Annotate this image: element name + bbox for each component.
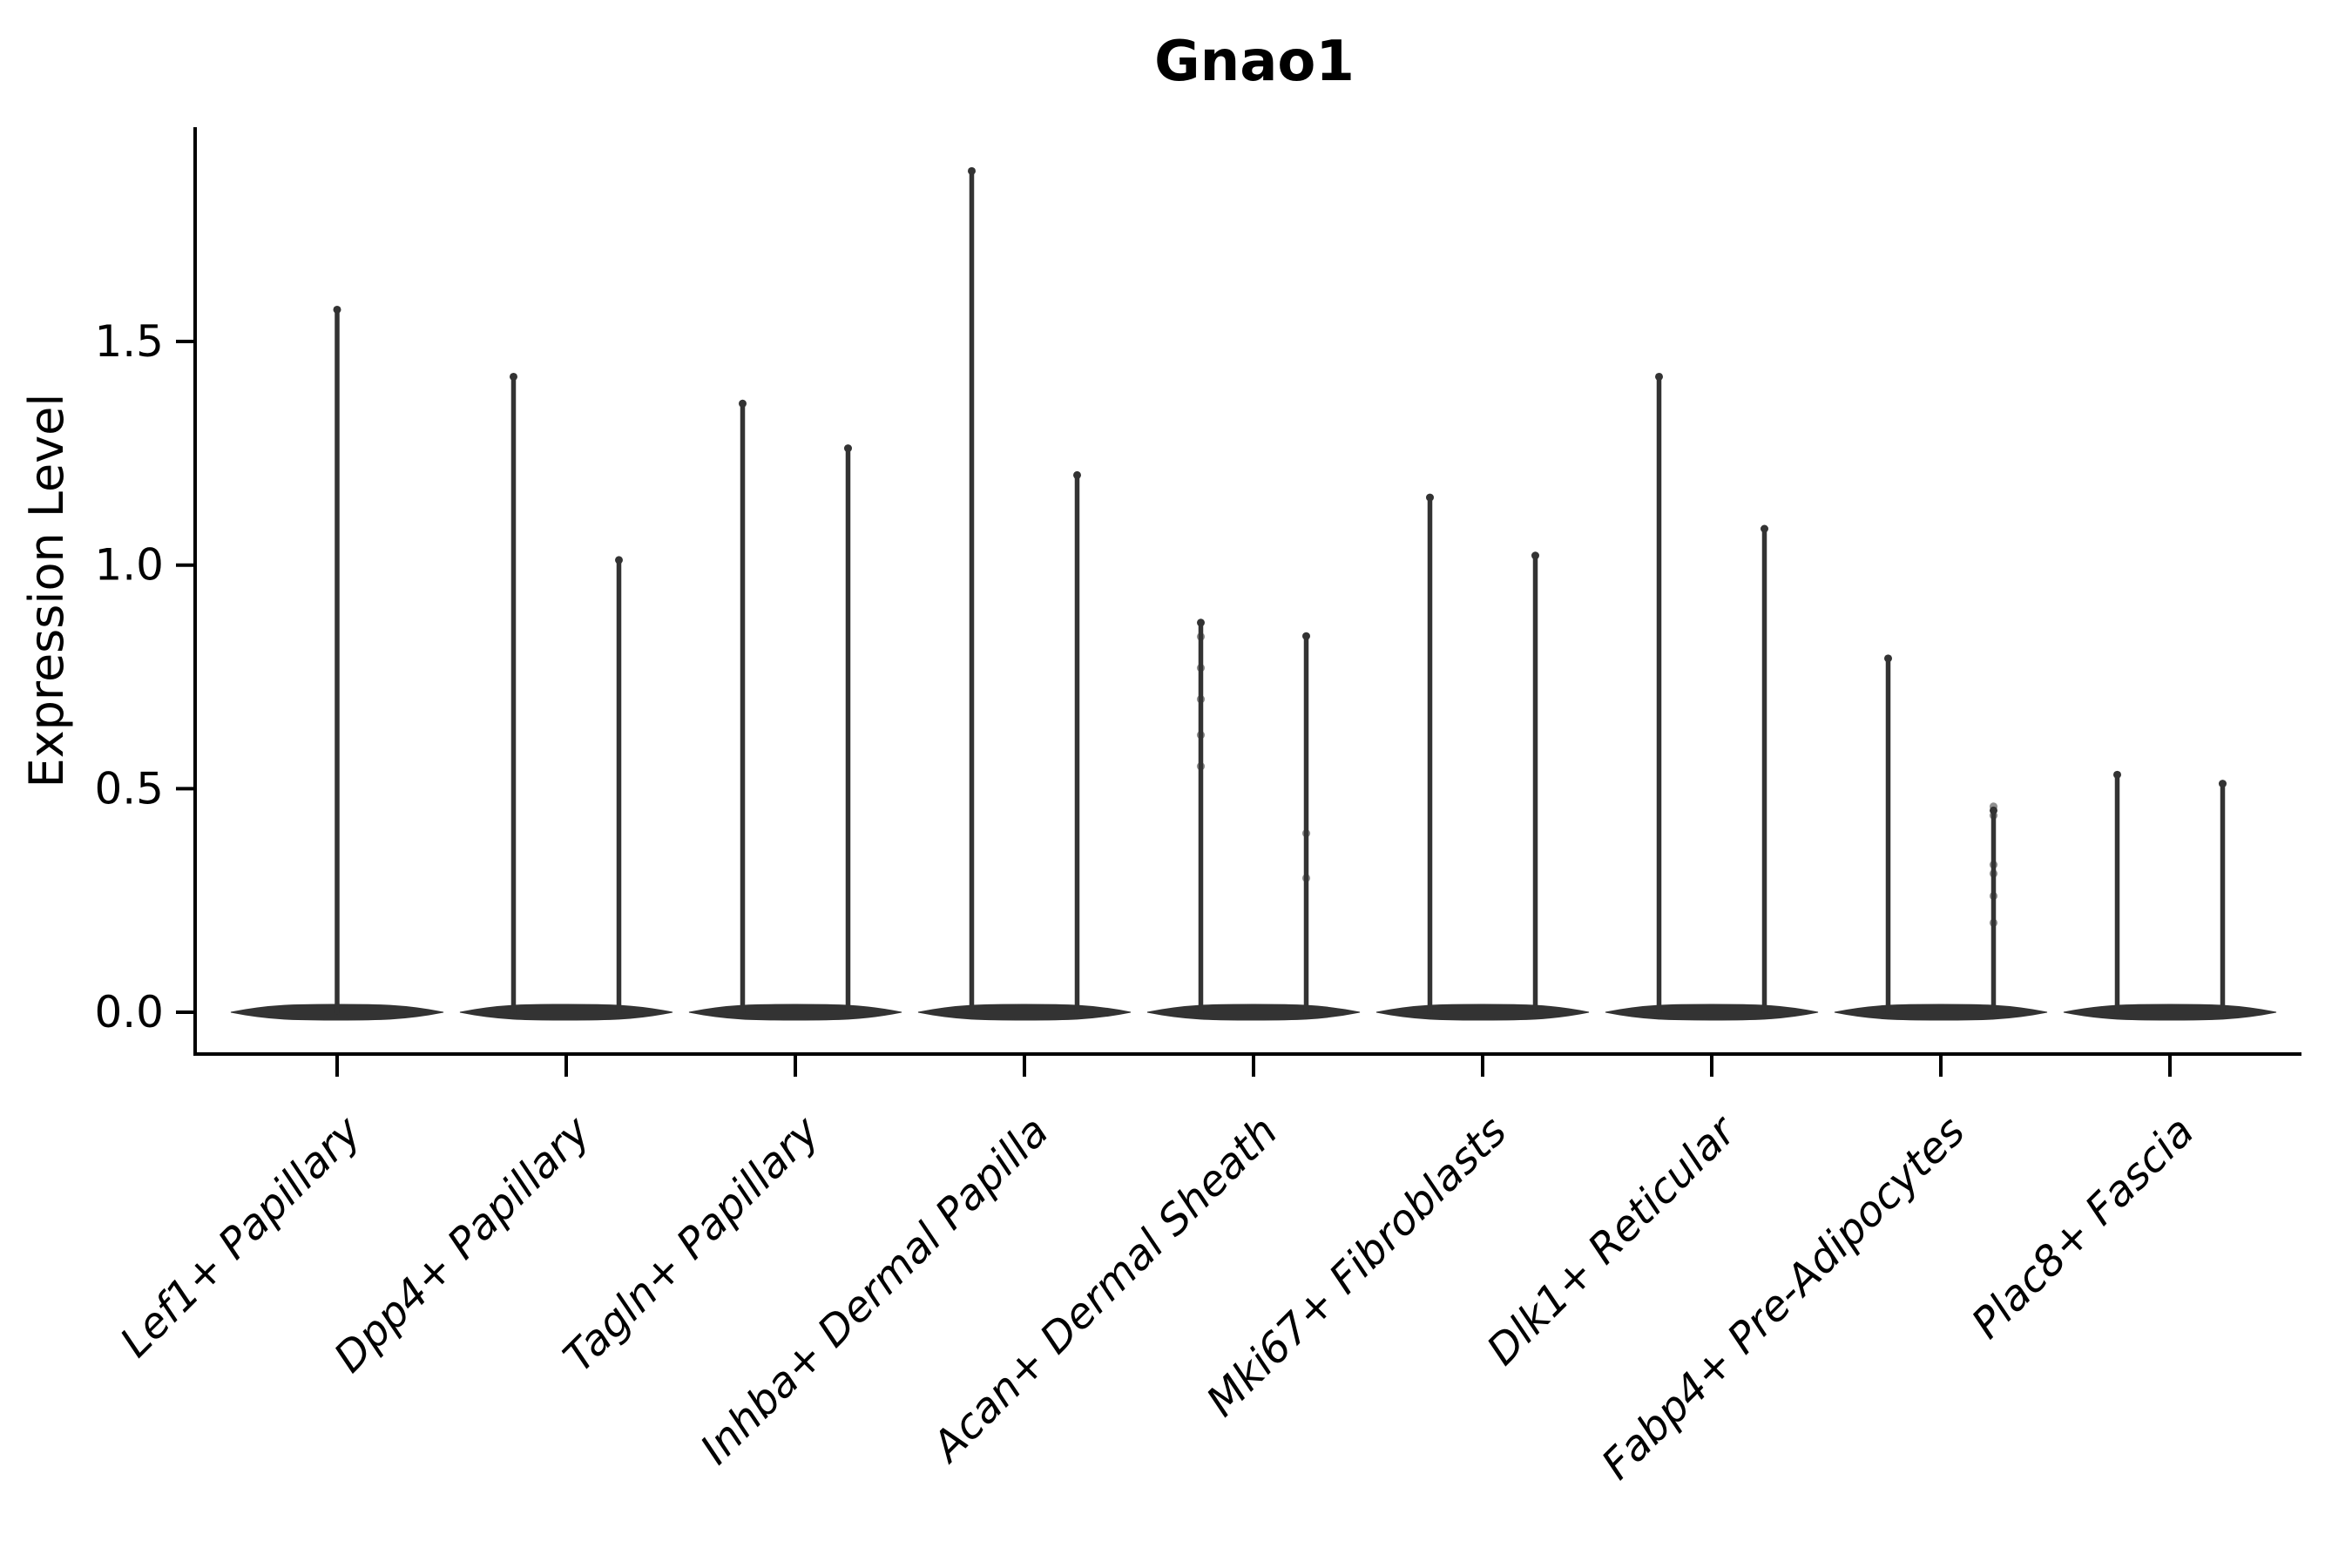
violin-spike-cap bbox=[2113, 770, 2121, 779]
x-tick-label: Plac8+ Fascia bbox=[1963, 1107, 2204, 1348]
violin-category bbox=[1605, 372, 1819, 1021]
jitter-dot bbox=[1196, 632, 1206, 641]
violin-spike-cap bbox=[1197, 618, 1205, 627]
y-tick-label: 1.5 bbox=[94, 316, 164, 367]
jitter-dot bbox=[1989, 811, 1998, 820]
violin-base bbox=[459, 1004, 673, 1021]
y-tick-label: 0.5 bbox=[94, 763, 164, 814]
violin-category bbox=[1834, 654, 2048, 1021]
x-tick-label: Dpp4+ Papillary bbox=[325, 1106, 600, 1382]
jitter-dot bbox=[1301, 874, 1311, 882]
jitter-dot bbox=[1989, 918, 1998, 927]
violin-category bbox=[688, 399, 902, 1021]
chart-title: Gnao1 bbox=[1154, 30, 1355, 94]
violin-spike-cap bbox=[1531, 551, 1539, 560]
jitter-dot bbox=[1196, 762, 1206, 771]
violin-category bbox=[230, 305, 444, 1021]
violin-category bbox=[459, 372, 673, 1021]
violin-base bbox=[1834, 1004, 2048, 1021]
violin-spike-cap bbox=[739, 399, 747, 408]
violin-base bbox=[2063, 1004, 2277, 1021]
y-axis-label: Expression Level bbox=[19, 394, 74, 788]
violin-base bbox=[1605, 1004, 1819, 1021]
y-tick-labels: 0.0 0.5 1.0 1.5 bbox=[94, 316, 195, 1037]
jitter-dot bbox=[1989, 891, 1998, 901]
jitter-dot bbox=[1989, 861, 1998, 869]
jitter-dot bbox=[1989, 802, 1998, 811]
jitter-dot bbox=[1196, 664, 1206, 672]
violin-category bbox=[2063, 770, 2277, 1021]
y-tick-label: 1.0 bbox=[94, 540, 164, 591]
violins bbox=[230, 166, 2277, 1021]
violin-spike-cap bbox=[333, 305, 341, 314]
violin-base bbox=[1375, 1004, 1590, 1021]
violin-spike-cap bbox=[1761, 524, 1768, 533]
violin-spike-cap bbox=[1302, 632, 1310, 640]
jitter-dot bbox=[1989, 869, 1998, 878]
violin-spike-cap bbox=[615, 556, 623, 564]
violin-base bbox=[1146, 1004, 1361, 1021]
x-tick-label: Lef1+ Papillary bbox=[111, 1106, 371, 1367]
violin-spike-cap bbox=[968, 166, 976, 175]
violin-spike-cap bbox=[510, 372, 517, 381]
violin-spike-cap bbox=[844, 444, 852, 453]
x-tick-label: Fabp4+ Pre-Adipocytes bbox=[1592, 1107, 1975, 1490]
violin-category bbox=[1146, 618, 1361, 1021]
jitter-dot bbox=[1196, 695, 1206, 704]
y-tick-label: 0.0 bbox=[94, 987, 164, 1037]
violin-base bbox=[688, 1004, 902, 1021]
violin-spike-cap bbox=[1884, 654, 1892, 663]
x-tick-label: Tagln+ Papillary bbox=[554, 1106, 829, 1382]
violin-spike-cap bbox=[1073, 470, 1081, 479]
violin-base bbox=[917, 1004, 1132, 1021]
jitter-dot bbox=[1196, 731, 1206, 740]
violin-category bbox=[1375, 493, 1590, 1021]
violin-spike-cap bbox=[2219, 780, 2227, 788]
violin-spike-cap bbox=[1426, 493, 1434, 502]
violin-spike-cap bbox=[1655, 372, 1663, 381]
x-tick-label: Dlk1+ Reticular bbox=[1477, 1105, 1747, 1375]
axes bbox=[193, 127, 2301, 1056]
jitter-dot bbox=[1301, 829, 1311, 838]
violin-category bbox=[917, 166, 1132, 1021]
